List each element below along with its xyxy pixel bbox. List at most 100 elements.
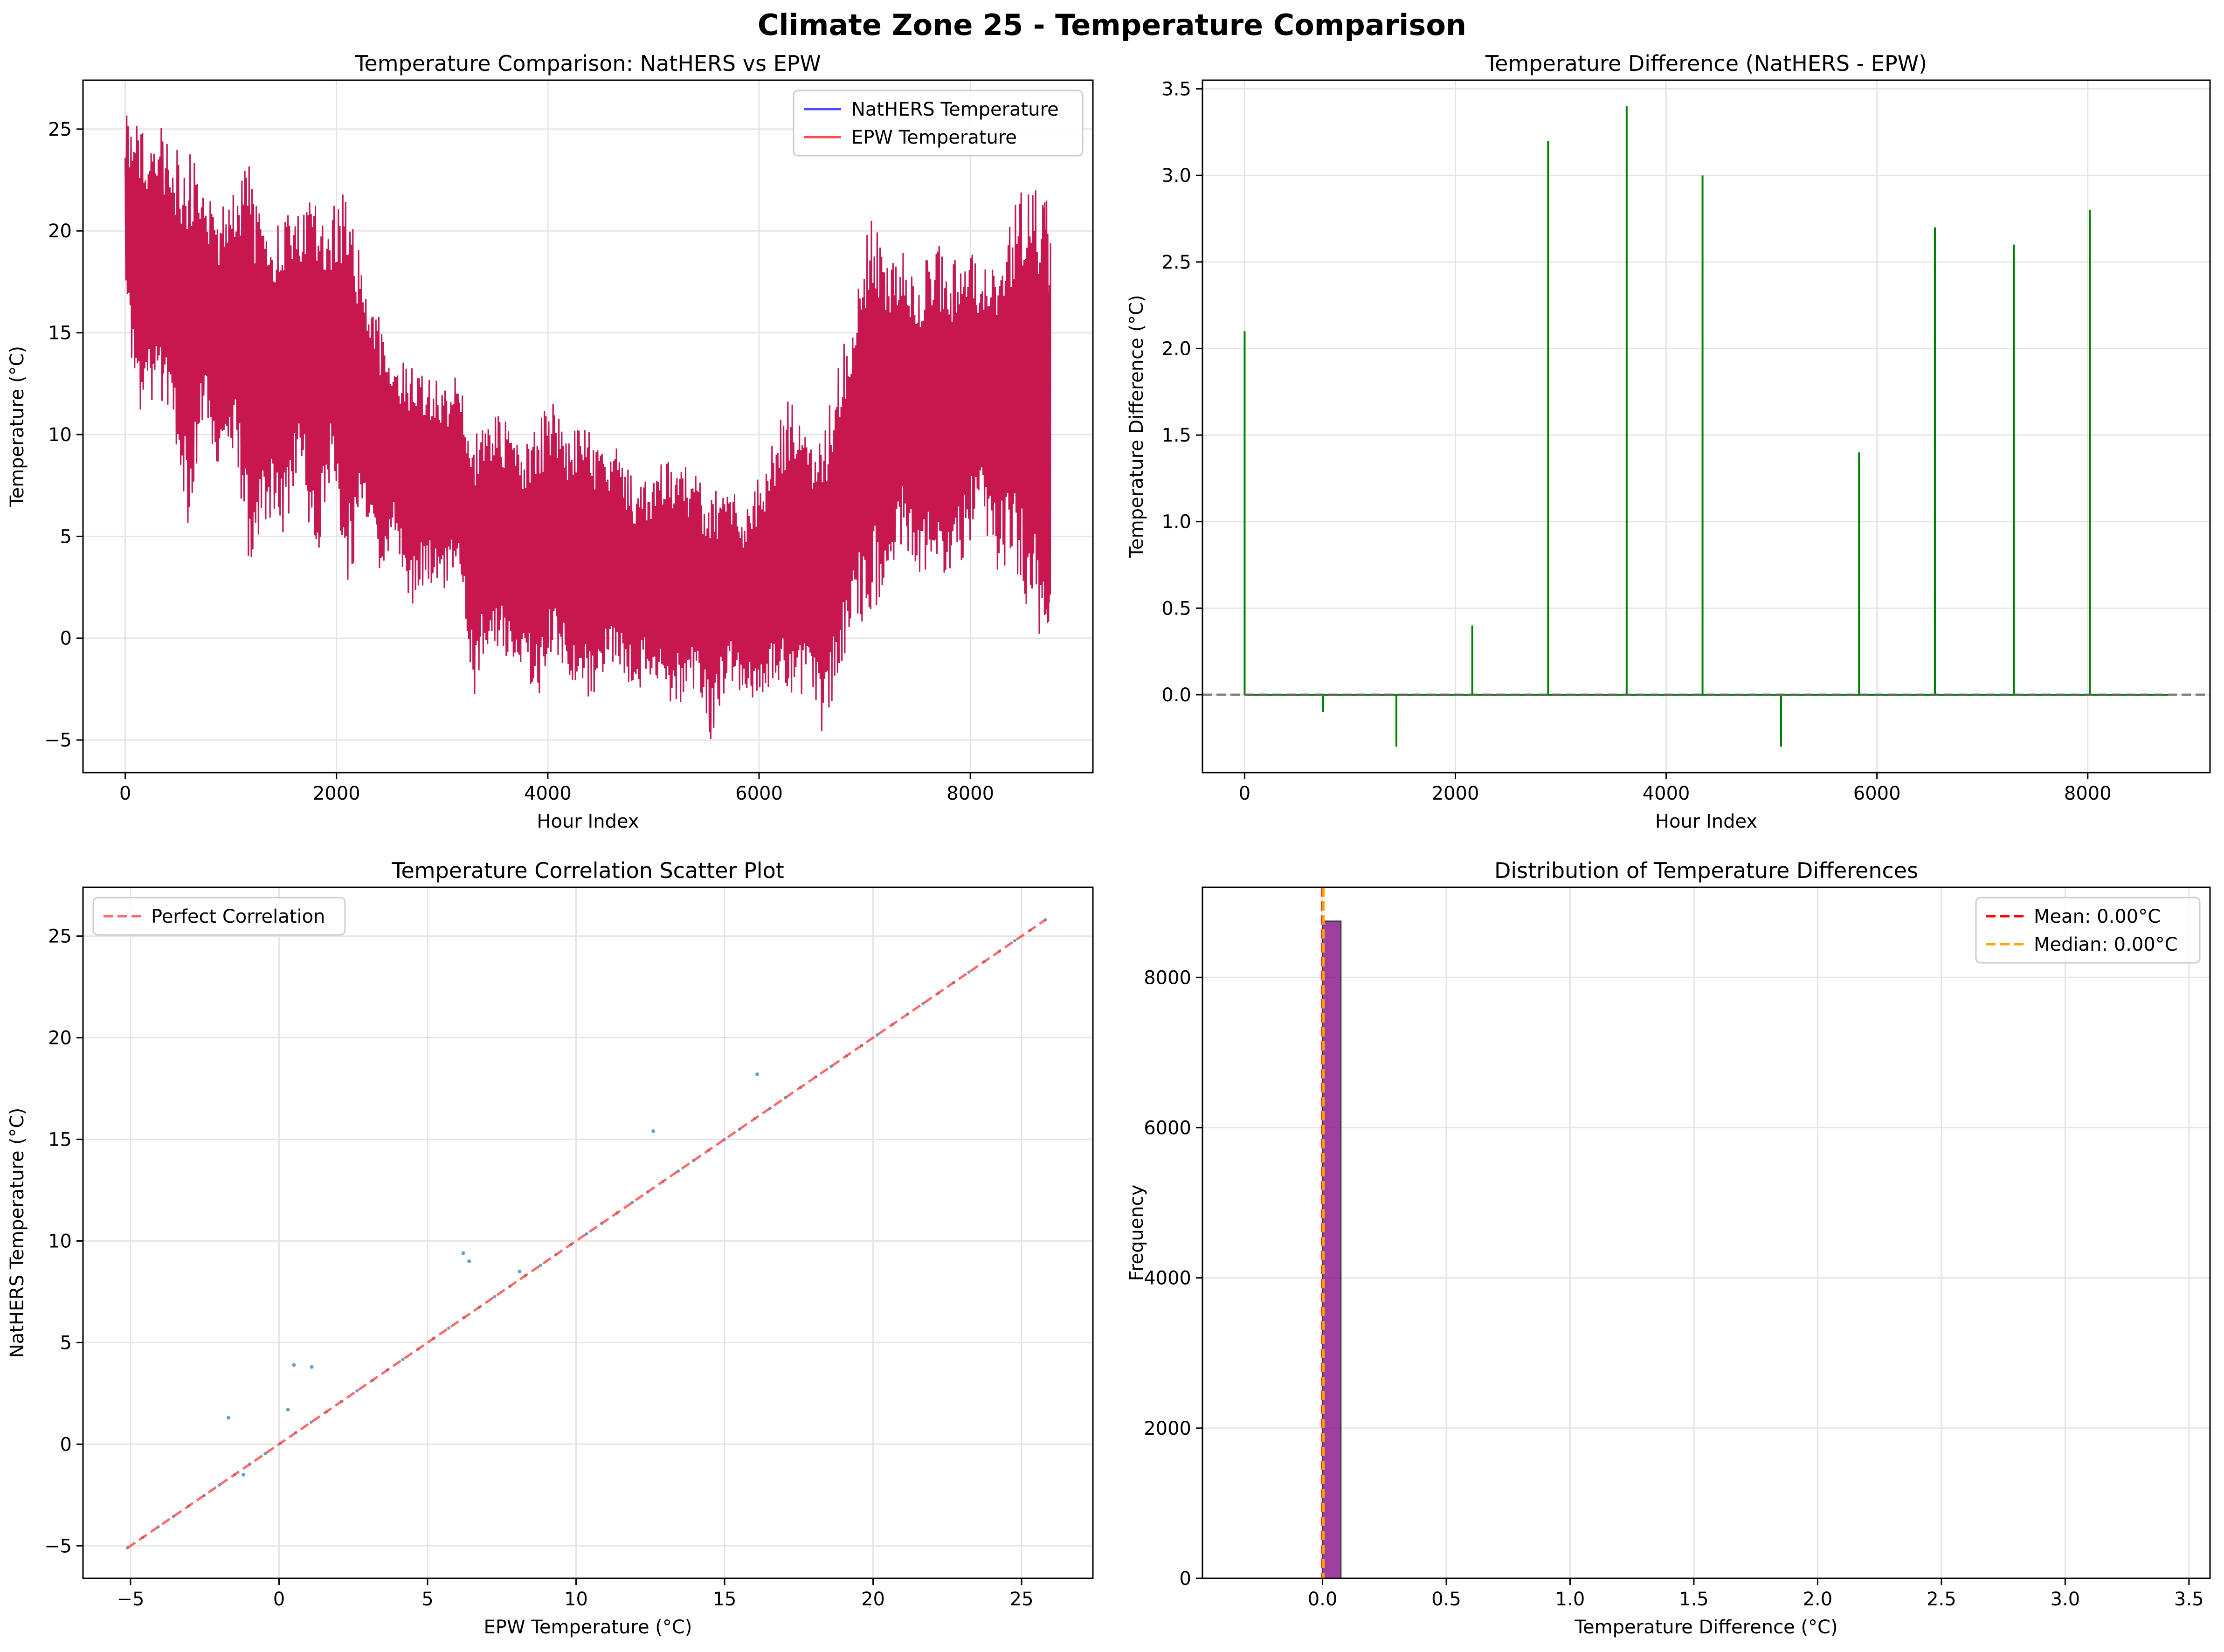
legend-entry: EPW Temperature xyxy=(851,127,1017,148)
y-tick-label: 0 xyxy=(1180,1568,1191,1590)
y-axis-label: Temperature Difference (°C) xyxy=(1126,295,1147,558)
legend-box xyxy=(1975,897,2201,964)
scatter-point xyxy=(401,1358,405,1362)
y-tick-label: 10 xyxy=(48,1230,72,1252)
x-axis-label: EPW Temperature (°C) xyxy=(484,1617,692,1638)
scatter-point xyxy=(355,1389,359,1393)
difference-histogram-chart: 0.0 0.5 1.0 1.5 2.0 2.5 3.0 3.5 0 2000 4000 6000 800… xyxy=(1126,858,2211,1638)
axes-frame xyxy=(1202,79,2211,774)
x-tick-label: 20 xyxy=(861,1589,885,1610)
figure-title: Climate Zone 25 - Temperature Comparison xyxy=(758,8,1466,42)
y-tick-label: 0.5 xyxy=(1161,598,1191,619)
scatter-point xyxy=(286,1408,290,1412)
y-tick-label: 3.5 xyxy=(1161,79,1191,100)
grid xyxy=(83,887,1093,1578)
scatter-point xyxy=(585,1232,588,1236)
legend: NatHERS Temperature EPW Temperature xyxy=(793,90,1084,157)
x-tick-label: 1.5 xyxy=(1679,1589,1709,1610)
legend: Mean: 0.00°C Median: 0.00°C xyxy=(1975,897,2201,964)
x-tick-label: 8000 xyxy=(2064,783,2112,804)
scatter-point xyxy=(518,1269,522,1273)
scatter-point xyxy=(227,1416,231,1420)
y-tick-label: −5 xyxy=(44,1535,72,1557)
y-tick-label: 0 xyxy=(60,1434,72,1455)
x-tick-label: 3.5 xyxy=(2174,1589,2204,1610)
scatter-point xyxy=(493,1295,497,1299)
y-axis-label: Temperature (°C) xyxy=(7,346,28,507)
x-tick-label: 25 xyxy=(1010,1589,1034,1610)
perfect-correlation-line xyxy=(127,919,1046,1549)
axes-frame xyxy=(82,79,1094,774)
legend-entry: Mean: 0.00°C xyxy=(2034,906,2161,927)
y-tick-label: 25 xyxy=(48,926,72,947)
y-tick-label: 3.0 xyxy=(1161,165,1191,187)
chart-title: Temperature Correlation Scatter Plot xyxy=(391,858,784,883)
chart-title: Distribution of Temperature Differences xyxy=(1494,858,1918,883)
legend-box xyxy=(793,90,1084,157)
x-axis-label: Hour Index xyxy=(537,811,639,832)
grid xyxy=(1202,80,2210,773)
scatter-point xyxy=(461,1251,465,1255)
chart-title: Temperature Difference (NatHERS - EPW) xyxy=(1485,51,1927,76)
epw-temperature-line xyxy=(124,115,1051,739)
scatter-point xyxy=(309,1420,313,1424)
legend-entry: Perfect Correlation xyxy=(151,906,325,927)
y-tick-label: 1.5 xyxy=(1161,425,1191,446)
y-axis-label: Frequency xyxy=(1126,1185,1147,1281)
x-tick-label: 0 xyxy=(119,783,131,804)
scatter-point xyxy=(242,1472,246,1477)
legend: Perfect Correlation xyxy=(92,897,346,936)
x-tick-label: 3.0 xyxy=(2051,1589,2080,1610)
x-tick-label: 4000 xyxy=(1643,783,1690,804)
y-tick-label: 0 xyxy=(60,628,72,650)
plot-area xyxy=(126,918,1047,1550)
scatter-point xyxy=(921,1002,925,1005)
y-tick-label: 5 xyxy=(60,526,72,547)
x-tick-label: 5 xyxy=(421,1589,433,1610)
x-tick-label: 0 xyxy=(1239,783,1250,804)
x-tick-label: −5 xyxy=(117,1589,144,1610)
y-tick-label: 15 xyxy=(48,1129,72,1150)
scatter-point xyxy=(539,1264,542,1267)
scatter-point xyxy=(967,970,971,974)
x-tick-label: 0.5 xyxy=(1431,1589,1461,1610)
legend-entry: Median: 0.00°C xyxy=(2034,934,2178,955)
y-tick-label: 20 xyxy=(48,221,72,242)
x-tick-label: 0.0 xyxy=(1308,1589,1338,1610)
plot-area xyxy=(124,115,1051,739)
x-tick-label: 2.5 xyxy=(1927,1589,1956,1610)
x-tick-label: 15 xyxy=(713,1589,737,1610)
chart-title: Temperature Comparison: NatHERS vs EPW xyxy=(354,51,821,76)
legend-box xyxy=(92,897,346,936)
scatter-point xyxy=(310,1365,314,1369)
y-tick-label: 1.0 xyxy=(1161,511,1191,533)
x-tick-label: 8000 xyxy=(946,783,994,804)
x-tick-label: 2.0 xyxy=(1803,1589,1833,1610)
y-tick-label: 10 xyxy=(48,424,72,446)
y-tick-label: −5 xyxy=(44,730,72,751)
x-tick-label: 0 xyxy=(273,1589,285,1610)
y-tick-label: 2.0 xyxy=(1161,338,1191,359)
x-tick-label: 6000 xyxy=(1853,783,1901,804)
histogram-bar xyxy=(1322,920,1342,1578)
x-tick-label: 1.0 xyxy=(1555,1589,1585,1610)
x-tick-label: 4000 xyxy=(524,783,572,804)
y-axis-label: NatHERS Temperature (°C) xyxy=(7,1108,28,1358)
scatter-point xyxy=(467,1259,471,1264)
y-tick-label: 8000 xyxy=(1144,967,1191,988)
scatter-point xyxy=(1013,939,1016,943)
y-tick-label: 2000 xyxy=(1144,1418,1191,1439)
x-tick-label: 6000 xyxy=(735,783,783,804)
plot-area xyxy=(1248,887,2164,1578)
y-tick-label: 4000 xyxy=(1144,1268,1191,1289)
temperature-difference-chart: 0 2000 4000 6000 8000 0.0 0.5 1.0 1.5 2.0 2.5 3.0 3.… xyxy=(1126,51,2211,832)
y-tick-label: 25 xyxy=(48,119,72,140)
x-axis-label: Temperature Difference (°C) xyxy=(1574,1617,1837,1638)
temperature-comparison-chart: 0 2000 4000 6000 8000 −5 0 5 10 15 20 25 Temperature… xyxy=(7,51,1094,832)
axes-frame xyxy=(82,886,1094,1579)
y-tick-label: 15 xyxy=(48,323,72,344)
legend-entry: NatHERS Temperature xyxy=(851,99,1059,120)
y-tick-label: 6000 xyxy=(1144,1117,1191,1139)
correlation-scatter-chart: −5 0 5 10 15 20 25 −5 0 5 10 15 20 25 Temperature Corr… xyxy=(7,858,1094,1638)
